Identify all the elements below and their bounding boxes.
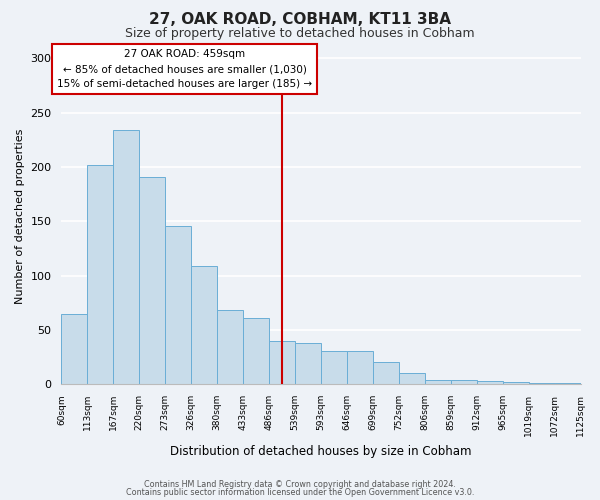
Text: Contains HM Land Registry data © Crown copyright and database right 2024.: Contains HM Land Registry data © Crown c… [144, 480, 456, 489]
Bar [113, 130, 139, 384]
Bar [295, 343, 321, 384]
Bar [139, 177, 165, 384]
Bar [476, 381, 503, 384]
Bar [269, 341, 295, 384]
Bar [88, 165, 113, 384]
Text: 27, OAK ROAD, COBHAM, KT11 3BA: 27, OAK ROAD, COBHAM, KT11 3BA [149, 12, 451, 28]
Bar [373, 362, 399, 384]
Bar [321, 350, 347, 384]
Text: 27 OAK ROAD: 459sqm
← 85% of detached houses are smaller (1,030)
15% of semi-det: 27 OAK ROAD: 459sqm ← 85% of detached ho… [57, 50, 312, 89]
Bar [243, 318, 269, 384]
Text: Contains public sector information licensed under the Open Government Licence v3: Contains public sector information licen… [126, 488, 474, 497]
Text: Size of property relative to detached houses in Cobham: Size of property relative to detached ho… [125, 28, 475, 40]
X-axis label: Distribution of detached houses by size in Cobham: Distribution of detached houses by size … [170, 444, 472, 458]
Bar [347, 350, 373, 384]
Y-axis label: Number of detached properties: Number of detached properties [15, 128, 25, 304]
Bar [399, 374, 425, 384]
Bar [425, 380, 451, 384]
Bar [165, 226, 191, 384]
Bar [554, 383, 581, 384]
Bar [217, 310, 243, 384]
Bar [191, 266, 217, 384]
Bar [503, 382, 529, 384]
Bar [451, 380, 476, 384]
Bar [529, 383, 554, 384]
Bar [61, 314, 88, 384]
